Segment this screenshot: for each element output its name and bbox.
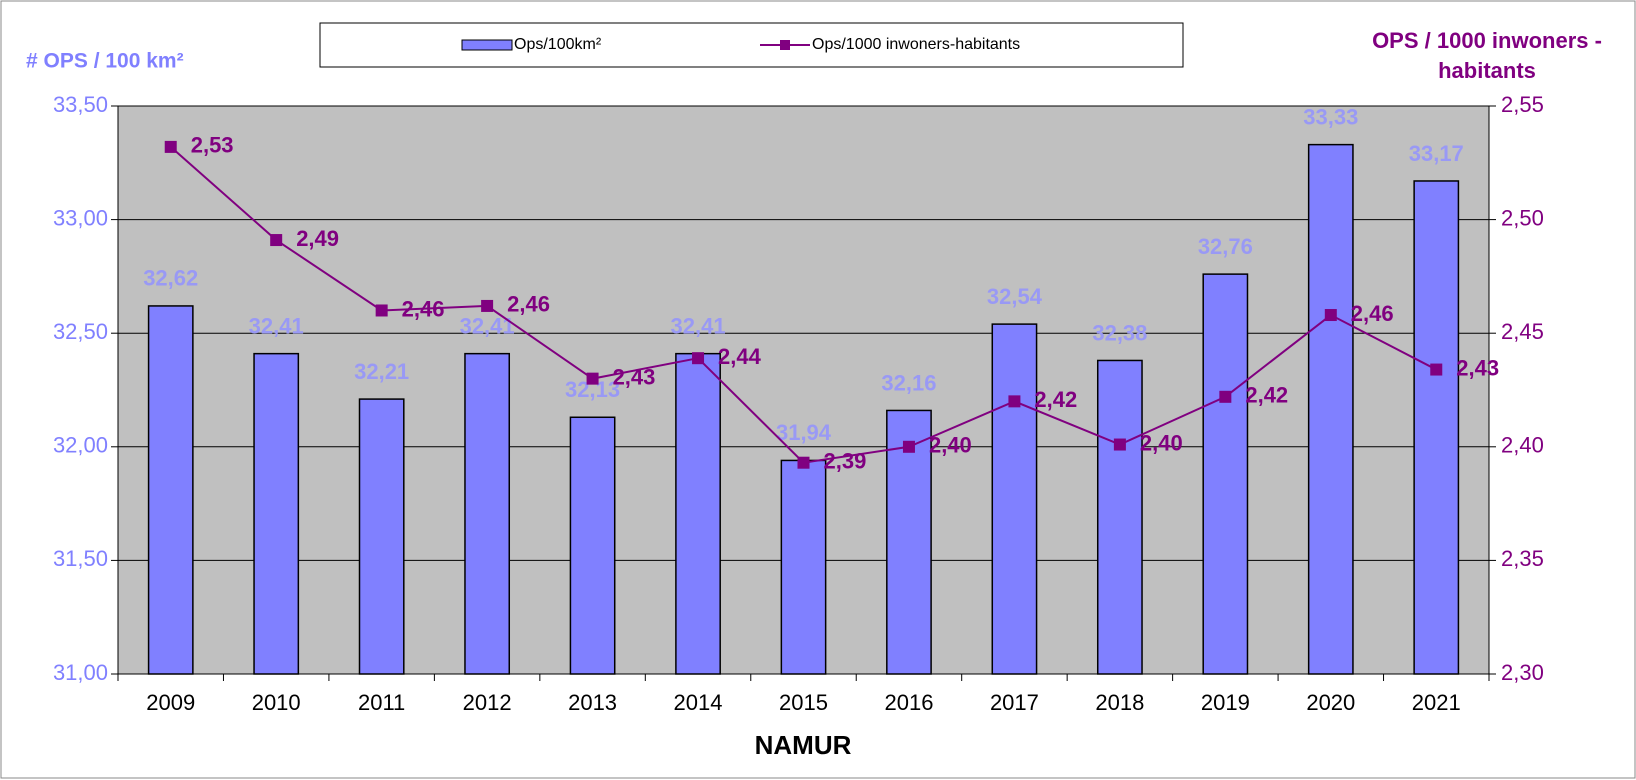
x-tick-label: 2014 xyxy=(674,690,723,715)
y2-tick-label: 2,40 xyxy=(1501,433,1544,458)
line-value-label: 2,43 xyxy=(1456,355,1499,380)
x-tick-label: 2017 xyxy=(990,690,1039,715)
legend-box xyxy=(319,22,1184,68)
y-tick-label: 31,00 xyxy=(53,660,108,685)
bar xyxy=(675,352,721,675)
line-value-label: 2,46 xyxy=(507,292,550,317)
line-value-label: 2,42 xyxy=(1245,383,1288,408)
bar xyxy=(1096,359,1143,675)
line-value-label: 2,40 xyxy=(1140,430,1183,455)
bar xyxy=(147,305,194,675)
line-value-label: 2,40 xyxy=(929,433,972,458)
line-marker xyxy=(692,352,705,365)
line-marker xyxy=(1219,390,1232,403)
line-value-label: 2,42 xyxy=(1034,387,1077,412)
y2-tick-label: 2,55 xyxy=(1501,92,1544,117)
line-marker xyxy=(1008,395,1021,408)
line-value-label: 2,43 xyxy=(613,364,656,389)
bar-value-label: 32,41 xyxy=(249,313,304,338)
bar-value-label: 32,21 xyxy=(354,359,409,384)
y-axis-title: # OPS / 100 km² xyxy=(26,50,184,73)
x-tick-label: 2021 xyxy=(1412,690,1461,715)
x-tick-label: 2011 xyxy=(358,690,405,715)
bar xyxy=(991,323,1038,675)
bar xyxy=(569,416,616,675)
bar xyxy=(464,352,511,675)
line-marker xyxy=(270,234,283,247)
x-tick-label: 2018 xyxy=(1095,690,1144,715)
x-tick-label: 2019 xyxy=(1201,690,1250,715)
line-marker xyxy=(902,440,915,453)
y2-tick-label: 2,35 xyxy=(1501,546,1544,571)
x-axis-title: NAMUR xyxy=(755,730,852,760)
x-tick-label: 2015 xyxy=(779,690,828,715)
bar xyxy=(1413,180,1460,675)
y2-axis-title: OPS / 1000 inwoners - habitants xyxy=(1372,28,1602,83)
bar-value-label: 32,54 xyxy=(987,284,1043,309)
bar xyxy=(1307,143,1354,675)
legend-label: Ops/100km² xyxy=(514,36,602,53)
line-value-label: 2,46 xyxy=(1351,301,1394,326)
bar-value-label: 32,62 xyxy=(143,266,198,291)
y-tick-label: 33,50 xyxy=(53,92,108,117)
bar-value-label: 32,16 xyxy=(881,370,936,395)
bar-value-label: 32,76 xyxy=(1198,234,1253,259)
line-value-label: 2,44 xyxy=(718,344,762,369)
x-tick-label: 2009 xyxy=(146,690,195,715)
line-marker xyxy=(797,456,810,469)
x-tick-label: 2016 xyxy=(884,690,933,715)
x-tick-label: 2010 xyxy=(252,690,301,715)
y-tick-label: 32,50 xyxy=(53,319,108,344)
line-value-label: 2,39 xyxy=(824,449,867,474)
bar xyxy=(886,409,932,675)
x-tick-label: 2013 xyxy=(568,690,617,715)
line-marker xyxy=(1430,363,1443,376)
x-tick-label: 2020 xyxy=(1306,690,1355,715)
line-value-label: 2,53 xyxy=(191,133,234,158)
line-value-label: 2,46 xyxy=(402,296,445,321)
bar xyxy=(1202,273,1249,675)
bar-value-label: 32,41 xyxy=(460,313,515,338)
line-value-label: 2,49 xyxy=(296,226,339,251)
legend-swatch-marker xyxy=(780,40,790,50)
bar xyxy=(780,459,827,675)
line-marker xyxy=(1113,438,1126,451)
y-tick-label: 32,00 xyxy=(53,433,108,458)
bar-value-label: 32,41 xyxy=(671,313,726,338)
bar-value-label: 31,94 xyxy=(776,420,832,445)
x-tick-label: 2012 xyxy=(463,690,512,715)
line-marker xyxy=(375,304,388,317)
legend-label: Ops/1000 inwoners-habitants xyxy=(812,36,1020,53)
bar xyxy=(253,352,300,675)
y2-tick-label: 2,50 xyxy=(1501,205,1544,230)
y2-tick-label: 2,45 xyxy=(1501,319,1544,344)
y-tick-label: 33,00 xyxy=(53,205,108,230)
line-marker xyxy=(1324,309,1337,322)
line-marker xyxy=(481,299,494,312)
y2-tick-label: 2,30 xyxy=(1501,660,1544,685)
bar xyxy=(358,398,405,675)
bar-value-label: 33,17 xyxy=(1409,141,1464,166)
line-marker xyxy=(164,140,177,153)
legend-swatch xyxy=(461,39,513,51)
line-marker xyxy=(586,372,599,385)
y-tick-label: 31,50 xyxy=(53,546,108,571)
bar-value-label: 32,38 xyxy=(1092,320,1147,345)
bar-value-label: 33,33 xyxy=(1303,104,1358,129)
